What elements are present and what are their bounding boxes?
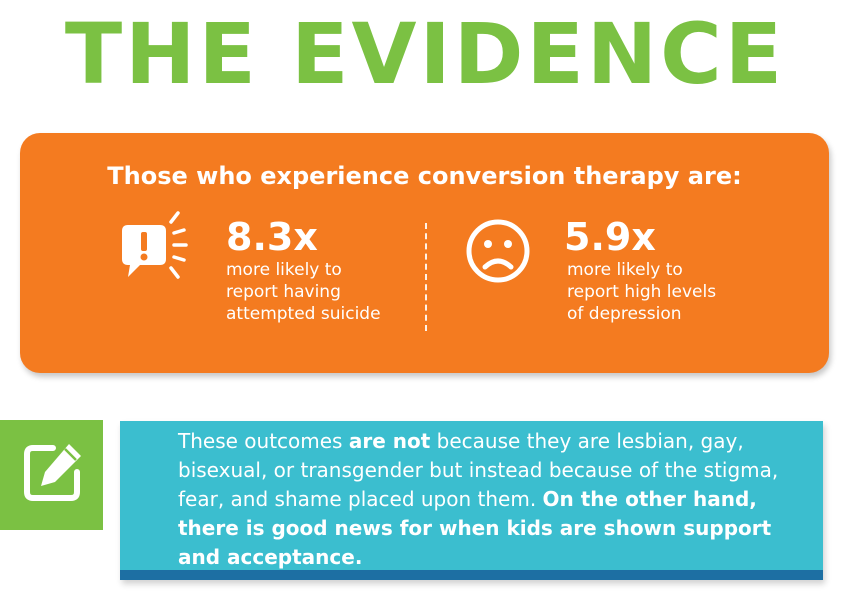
stat-number-suicide: 8.3x: [226, 215, 318, 259]
note-text-segment: These outcomes: [178, 429, 349, 453]
stat-description-line: more likely to: [567, 260, 683, 280]
page-title: THE EVIDENCE: [64, 5, 786, 103]
note-text-emphasis: On the other hand, there is good news fo…: [178, 487, 772, 569]
stat-description-line: attempted suicide: [226, 304, 381, 324]
note-text-emphasis: are not: [348, 429, 431, 453]
alert-speech-bubble-icon: [116, 207, 192, 287]
note-box: These outcomes are not because they are …: [120, 421, 823, 580]
sad-face-icon: [464, 217, 532, 289]
note-text-segment: because they are lesbian, gay, bisexual,…: [178, 429, 779, 511]
note-icon-box: [0, 420, 103, 530]
stat-number-depression: 5.9x: [564, 215, 656, 259]
stat-description-line: report high levels: [567, 282, 717, 302]
dashed-divider: [425, 223, 427, 331]
stat-description-depression: more likely to report high levels of dep…: [567, 259, 716, 325]
stat-description-line: more likely to: [226, 260, 342, 280]
stats-card: Those who experience conversion therapy …: [20, 133, 829, 373]
card-heading: Those who experience conversion therapy …: [107, 162, 742, 190]
stat-description-line: report having: [226, 282, 341, 302]
stat-description-suicide: more likely to report having attempted s…: [226, 259, 381, 325]
edit-note-icon: [19, 440, 85, 510]
note-text: These outcomes are not because they are …: [178, 427, 818, 572]
stat-description-line: of depression: [567, 304, 682, 324]
